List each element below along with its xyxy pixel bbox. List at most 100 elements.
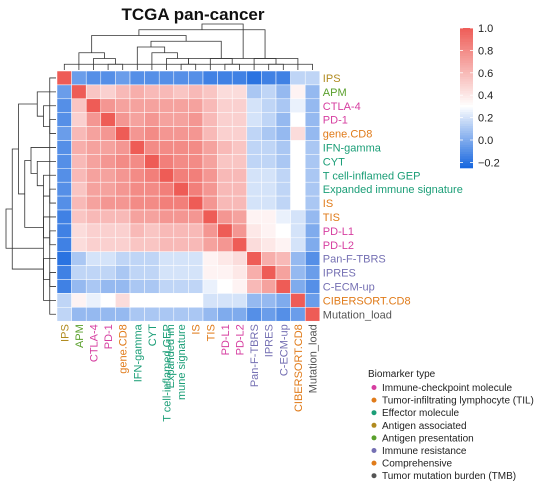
legend-item-label: Tumor mutation burden (TMB) xyxy=(382,471,516,482)
heatmap-cell xyxy=(56,112,72,127)
heatmap-cell xyxy=(100,140,116,155)
heatmap-cell xyxy=(261,237,277,252)
heatmap-cell xyxy=(246,265,262,280)
colorbar-segment xyxy=(460,67,473,71)
column-label: IPRES xyxy=(264,324,276,357)
heatmap-cell xyxy=(144,279,160,294)
heatmap-cell xyxy=(85,98,102,113)
heatmap-cell xyxy=(275,251,291,266)
heatmap-cell xyxy=(217,98,233,113)
legend-item-label: Antigen associated xyxy=(382,421,467,432)
row-label: IFN-gamma xyxy=(323,142,382,154)
colorbar-tick-label: 1.0 xyxy=(478,23,493,35)
heatmap-cell xyxy=(261,154,277,169)
heatmap-cell xyxy=(217,209,233,225)
heatmap-cell xyxy=(173,251,189,266)
heatmap-cell xyxy=(144,223,160,239)
heatmap-cell xyxy=(71,98,87,113)
heatmap-cell xyxy=(188,126,204,141)
heatmap-cell xyxy=(188,293,204,308)
row-label: CTLA-4 xyxy=(323,101,361,113)
heatmap-cell xyxy=(304,223,321,239)
heatmap-cell xyxy=(85,223,102,239)
heatmap-cell xyxy=(144,126,160,141)
heatmap-cell xyxy=(71,84,87,100)
legend-item-label: Immune resistance xyxy=(382,446,467,457)
column-label: PD-L1 xyxy=(220,324,232,355)
colorbar-segment xyxy=(460,93,473,96)
heatmap-cell xyxy=(246,307,262,322)
heatmap-cell xyxy=(129,70,145,86)
heatmap-cell xyxy=(246,126,262,141)
colorbar-segment xyxy=(460,65,473,68)
heatmap-cell xyxy=(261,98,277,113)
heatmap-cell xyxy=(217,70,233,86)
heatmap-cell xyxy=(261,307,277,322)
heatmap-cell xyxy=(290,251,306,266)
heatmap-cell xyxy=(304,84,321,100)
heatmap-cell xyxy=(202,279,218,294)
colorbar-segment xyxy=(460,119,473,122)
heatmap-cell xyxy=(304,154,321,169)
heatmap-cell xyxy=(173,265,189,280)
heatmap-cell xyxy=(144,98,160,113)
column-label-wrapped: Expanded im xyxy=(165,324,177,388)
heatmap-cell xyxy=(115,223,131,239)
heatmap-cell xyxy=(115,140,131,155)
heatmap-cell xyxy=(158,112,175,127)
heatmap-cell xyxy=(56,98,72,113)
heatmap-cell xyxy=(217,279,233,294)
heatmap-cell xyxy=(275,140,291,155)
heatmap-cell xyxy=(173,126,189,141)
heatmap-cell xyxy=(85,70,102,86)
heatmap-cell xyxy=(71,307,87,322)
row-label: PD-L2 xyxy=(323,240,354,252)
heatmap-cell xyxy=(158,84,175,100)
heatmap-cell xyxy=(304,70,321,86)
colorbar-segment xyxy=(460,140,473,143)
heatmap-cell xyxy=(261,168,277,183)
heatmap-cell xyxy=(158,209,175,225)
row-label: C-ECM-up xyxy=(323,281,375,293)
colorbar-segment xyxy=(460,151,473,155)
row-label: PD-L1 xyxy=(323,226,354,238)
heatmap-cell xyxy=(129,98,145,113)
heatmap-cell xyxy=(129,195,145,211)
colorbar-segment xyxy=(460,107,473,110)
heatmap-cell xyxy=(217,251,233,266)
heatmap-cell xyxy=(188,279,204,294)
heatmap-cell xyxy=(217,168,233,183)
heatmap-cell xyxy=(71,126,87,141)
colorbar-segment xyxy=(460,58,473,61)
heatmap-cell xyxy=(275,181,291,197)
heatmap-cell xyxy=(304,265,321,280)
heatmap-cell xyxy=(144,293,160,308)
heatmap-cell xyxy=(85,307,102,322)
heatmap-cell xyxy=(246,195,262,211)
heatmap-cell xyxy=(56,237,72,252)
colorbar-segment xyxy=(460,98,473,101)
heatmap-cell xyxy=(71,112,87,127)
column-label: PD-1 xyxy=(103,324,115,349)
heatmap-cell xyxy=(202,168,218,183)
heatmap-cell xyxy=(100,84,116,100)
column-label: gene.CD8 xyxy=(118,324,130,374)
row-label: IPRES xyxy=(323,268,356,280)
heatmap-cell xyxy=(202,112,218,127)
heatmap-cell xyxy=(217,181,233,197)
heatmap-cell xyxy=(304,209,321,225)
colorbar-segment xyxy=(460,42,473,45)
heatmap-cell xyxy=(56,209,72,225)
heatmap-cell xyxy=(173,154,189,169)
heatmap-cell xyxy=(158,279,175,294)
heatmap-cell xyxy=(173,307,189,322)
heatmap-cell xyxy=(115,265,131,280)
heatmap-cell xyxy=(217,112,233,127)
colorbar-tick-label: 0.0 xyxy=(478,135,493,147)
heatmap-cell xyxy=(304,98,321,113)
heatmap-cell xyxy=(56,265,72,280)
heatmap-cell xyxy=(115,195,131,211)
row-label: IS xyxy=(323,198,333,210)
heatmap-cell xyxy=(188,98,204,113)
